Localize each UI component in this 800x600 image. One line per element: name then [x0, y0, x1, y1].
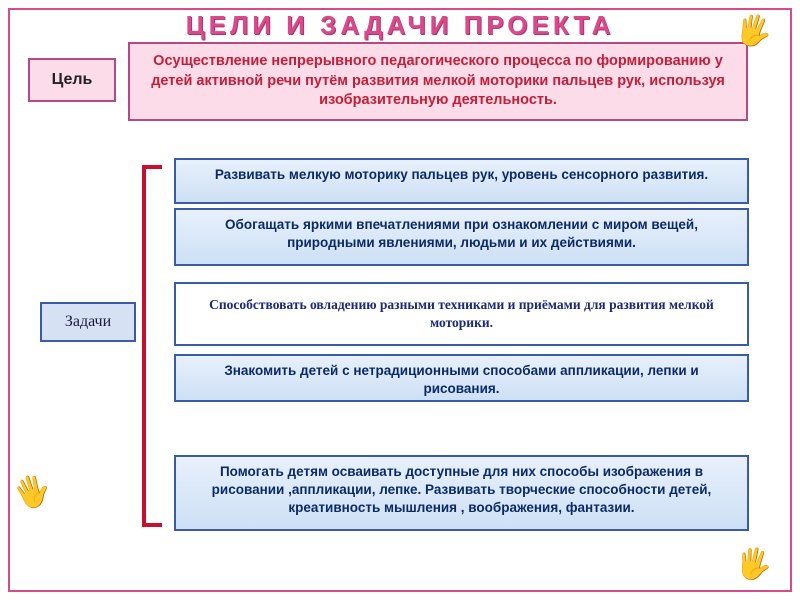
goal-label-box: Цель	[28, 58, 116, 102]
goal-text-box: Осуществление непрерывного педагогическо…	[128, 42, 748, 121]
task-item-2: Обогащать яркими впечатлениями при ознак…	[174, 208, 749, 266]
task-item-3: Способствовать овладению разными техника…	[174, 282, 749, 346]
tasks-bracket	[142, 165, 162, 527]
task-item-1: Развивать мелкую моторику пальцев рук, у…	[174, 158, 749, 204]
handprint-icon: 🖐	[732, 544, 775, 585]
tasks-label-text: Задачи	[65, 313, 111, 331]
page-title: ЦЕЛИ И ЗАДАЧИ ПРОЕКТА	[0, 10, 800, 41]
task-item-3-text: Способствовать овладению разными техника…	[188, 296, 735, 332]
tasks-label-box: Задачи	[40, 302, 136, 342]
task-item-4: Знакомить детей с нетрадиционными способ…	[174, 354, 749, 402]
task-item-5: Помогать детям осваивать доступные для н…	[174, 455, 749, 531]
goal-label-text: Цель	[52, 71, 93, 89]
